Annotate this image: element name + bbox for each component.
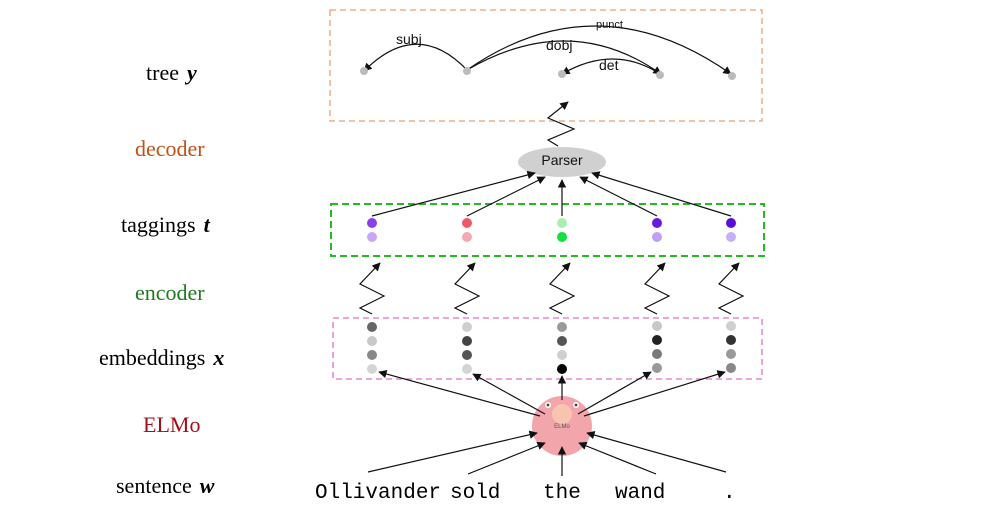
embedding-dots (367, 321, 736, 374)
tagging-dots (367, 218, 736, 242)
tree-node (558, 70, 566, 78)
emb-dot (726, 349, 736, 359)
tag-dot (726, 218, 736, 228)
arc-det (561, 58, 658, 75)
arc-dobj (466, 40, 662, 75)
word-token: the (543, 482, 581, 505)
parser-label: Parser (541, 152, 583, 168)
word-token: . (723, 482, 736, 505)
emb-dot (462, 350, 472, 360)
dependency-arcs (363, 25, 732, 75)
row-label-embeddings: embeddings x (99, 345, 225, 370)
tree-node (463, 67, 471, 75)
emb-dot (557, 364, 567, 374)
word-to-elmo-arrows (367, 430, 727, 476)
elmo-node (532, 396, 592, 456)
emb-dot (367, 322, 377, 332)
tag-dot (462, 218, 472, 228)
arc-label-det: det (599, 57, 619, 73)
emb-dot (367, 364, 377, 374)
arc-label-subj: subj (396, 31, 422, 47)
emb-dot (557, 350, 567, 360)
emb-dot (462, 336, 472, 346)
word-token: wand (615, 482, 666, 505)
arc-punct (466, 25, 732, 75)
tag-dot (726, 232, 736, 242)
emb-dot (367, 336, 377, 346)
tag-dot (462, 232, 472, 242)
emb-dot (462, 322, 472, 332)
row-label-taggings: taggings t (121, 212, 210, 237)
tag-dot (557, 232, 567, 242)
tag-dot (367, 218, 377, 228)
decoder-zigzag (546, 101, 576, 147)
arc-subj (363, 43, 468, 72)
tag-dot (557, 218, 567, 228)
tree-box (329, 9, 763, 122)
emb-dot (462, 364, 472, 374)
tag-dot (652, 232, 662, 242)
row-label-decoder: decoder (135, 136, 205, 161)
tagging-box (330, 203, 765, 257)
row-label-sentence: sentence w (116, 473, 215, 498)
arc-label-punct: punct (596, 19, 623, 31)
elmo-to-embedding-arrows (378, 369, 726, 417)
emb-dot (726, 335, 736, 345)
tree-node (360, 67, 368, 75)
tree-node (656, 71, 664, 79)
word-token: Ollivander (315, 482, 442, 505)
row-label-encoder: encoder (135, 280, 205, 305)
tree-nodes (360, 67, 736, 80)
tree-node (728, 72, 736, 80)
row-label-tree: tree y (146, 60, 197, 85)
emb-dot (367, 350, 377, 360)
embedding-box (332, 317, 763, 380)
emb-dot (652, 349, 662, 359)
emb-dot (726, 321, 736, 331)
elmo-node-label: ELMo (554, 424, 570, 430)
emb-dot (652, 335, 662, 345)
emb-dot (557, 322, 567, 332)
encoder-zigzags (358, 262, 745, 315)
tagging-to-parser-arrows (371, 170, 732, 217)
emb-dot (652, 363, 662, 373)
row-label-elmo: ELMo (143, 412, 201, 437)
word-token: sold (450, 482, 501, 505)
emb-dot (726, 363, 736, 373)
parser-node (518, 147, 606, 177)
arc-label-dobj: dobj (546, 37, 573, 53)
tag-dot (367, 232, 377, 242)
tag-dot (652, 218, 662, 228)
emb-dot (557, 336, 567, 346)
emb-dot (652, 321, 662, 331)
